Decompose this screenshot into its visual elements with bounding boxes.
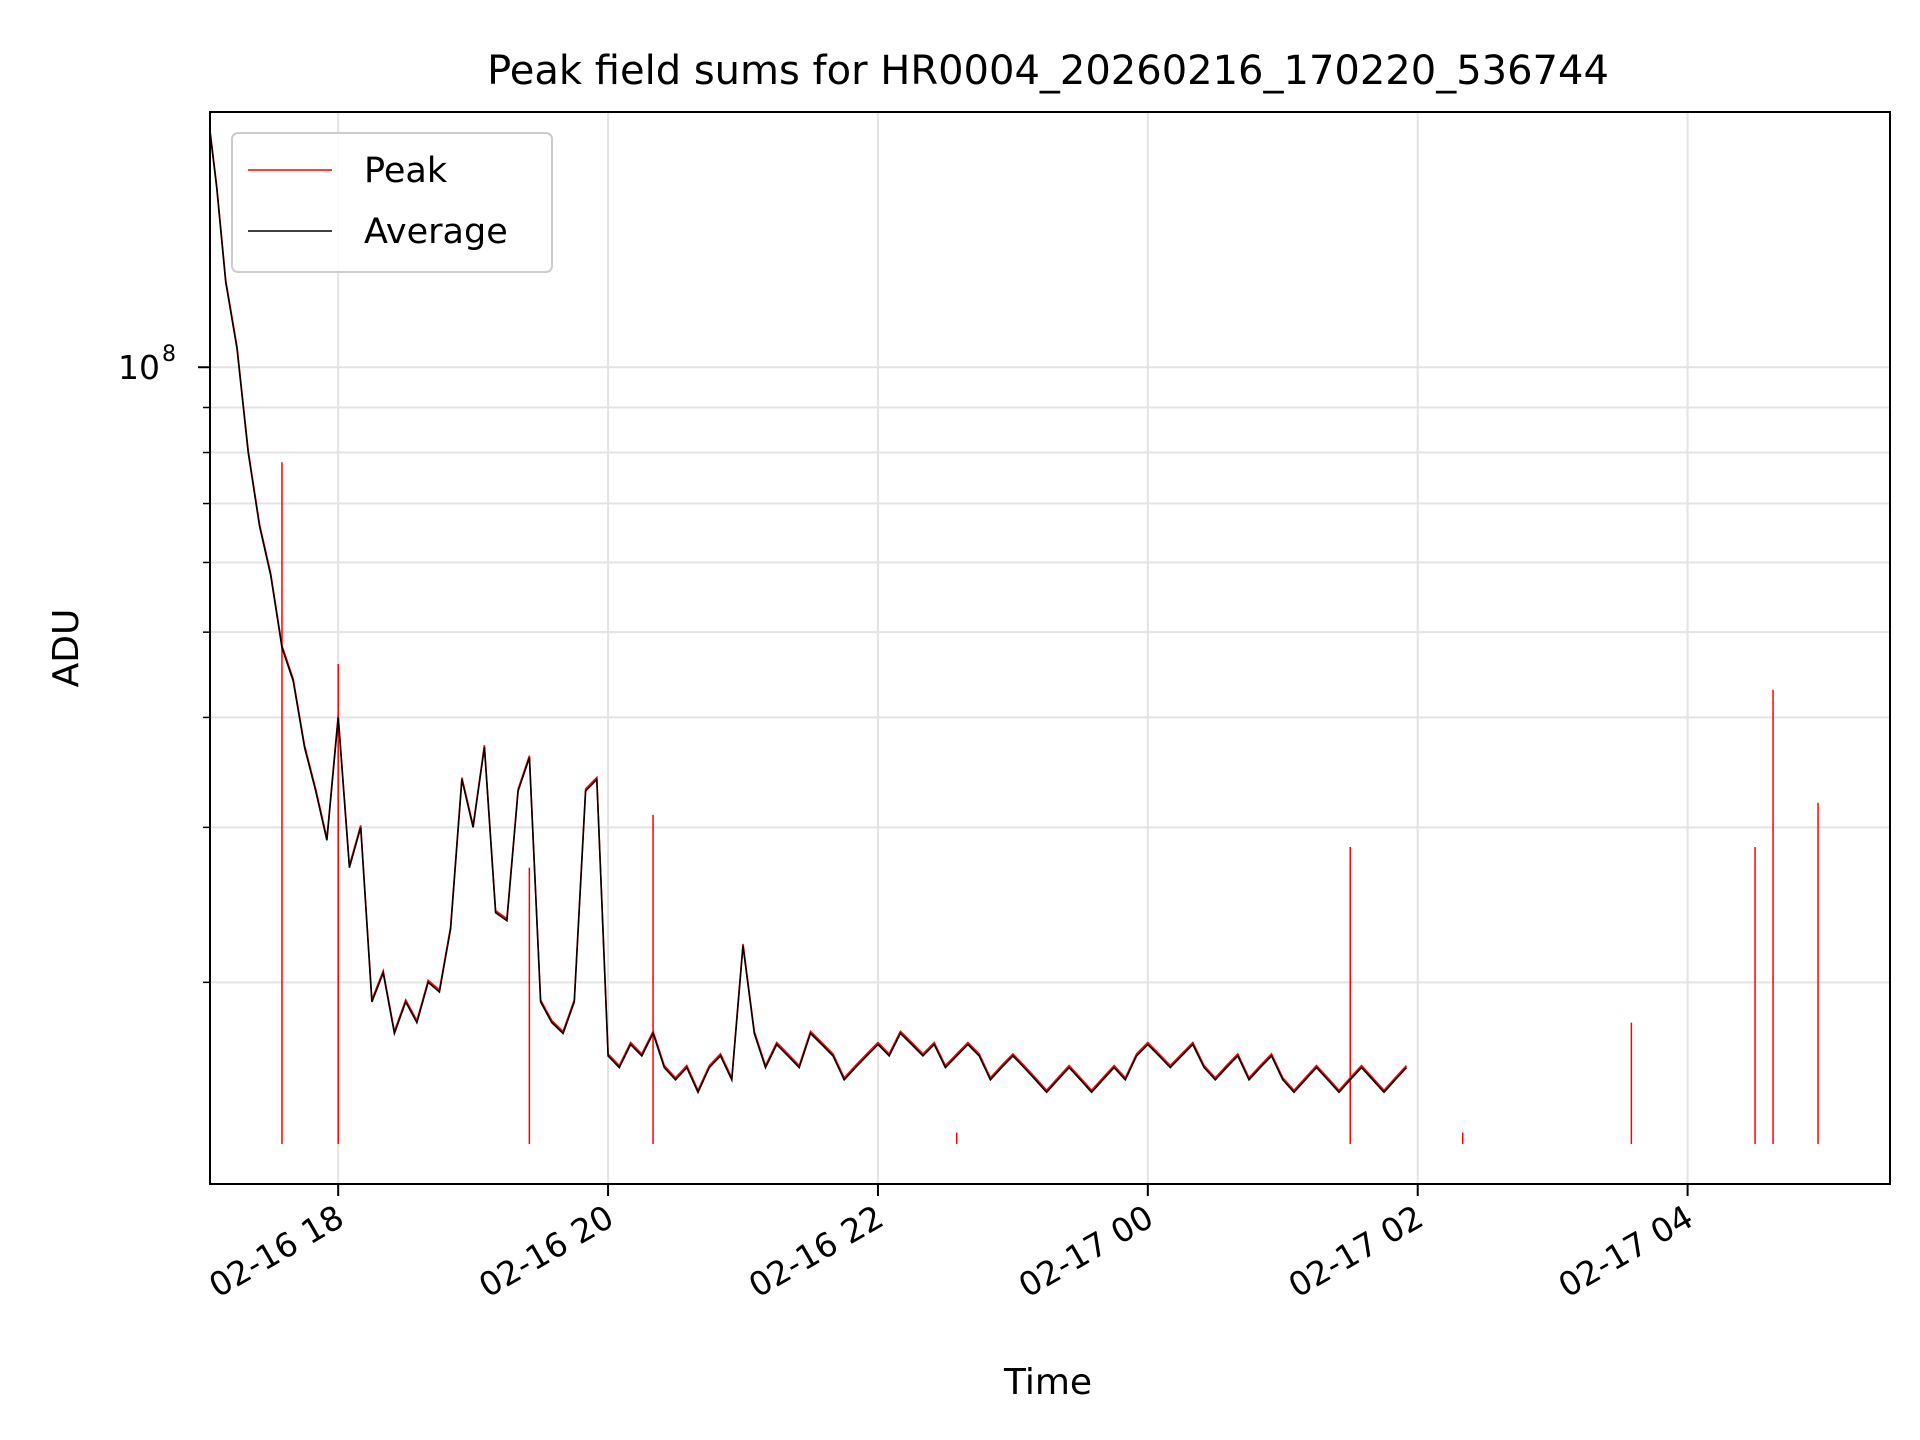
y-axis: 10 8 [118, 342, 210, 984]
series-average-line [209, 132, 1408, 1095]
legend: Peak Average [231, 132, 553, 273]
legend-box [231, 132, 553, 273]
plot-frame [209, 111, 1891, 1185]
y-tick-label: 10 [118, 348, 160, 387]
x-axis-label: Time [1003, 1362, 1092, 1403]
chart-title: Peak field sums for HR0004_20260216_1702… [487, 48, 1609, 94]
legend-peak-label: Peak [364, 151, 448, 191]
legend-average-label: Average [364, 212, 508, 252]
y-axis-label: ADU [46, 609, 87, 688]
series-layer [209, 130, 1819, 1144]
y-tick-label-exponent: 8 [162, 342, 176, 367]
